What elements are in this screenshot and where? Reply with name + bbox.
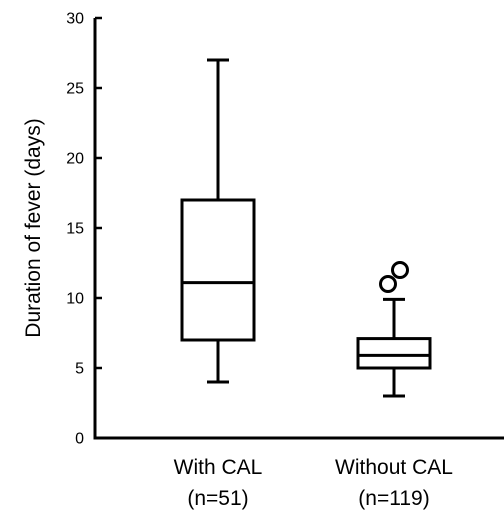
- category-sublabel: (n=51): [187, 487, 248, 510]
- category-label: Without CAL: [335, 456, 453, 479]
- y-axis-title: Duration of fever (days): [22, 118, 45, 337]
- y-tick-label: 5: [75, 361, 84, 378]
- category-label: With CAL: [174, 456, 263, 479]
- y-tick-label: 0: [75, 431, 84, 448]
- y-tick-label: 15: [66, 221, 84, 238]
- outlier-point: [391, 261, 409, 279]
- y-tick-label: 10: [66, 291, 84, 308]
- box-iqr: [180, 198, 256, 342]
- category-sublabel: (n=119): [358, 487, 429, 510]
- outlier-point: [379, 275, 397, 293]
- y-tick-label: 25: [66, 81, 84, 98]
- y-tick-label: 20: [66, 151, 84, 168]
- box-iqr: [356, 337, 432, 370]
- y-tick-label: 30: [66, 11, 84, 28]
